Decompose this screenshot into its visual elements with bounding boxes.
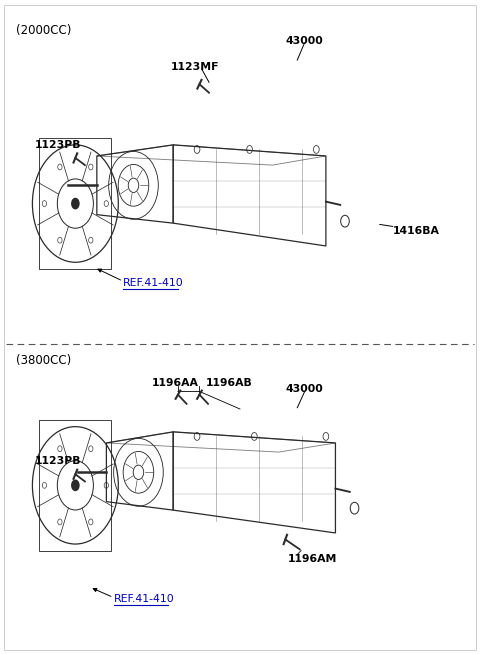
Text: 1123PB: 1123PB (35, 140, 81, 150)
Text: 1196AA: 1196AA (152, 378, 199, 388)
Text: 43000: 43000 (285, 35, 323, 45)
Text: REF.41-410: REF.41-410 (114, 595, 174, 605)
Text: (2000CC): (2000CC) (16, 24, 71, 37)
Text: 1416BA: 1416BA (393, 226, 440, 236)
Text: 1196AM: 1196AM (288, 554, 337, 564)
Text: 1196AB: 1196AB (205, 378, 252, 388)
Circle shape (71, 479, 80, 491)
Text: 1123MF: 1123MF (171, 62, 219, 71)
Text: REF.41-410: REF.41-410 (123, 278, 184, 288)
Text: 1123PB: 1123PB (35, 456, 81, 466)
Circle shape (71, 198, 80, 210)
Text: (3800CC): (3800CC) (16, 354, 71, 367)
Text: 43000: 43000 (285, 384, 323, 394)
